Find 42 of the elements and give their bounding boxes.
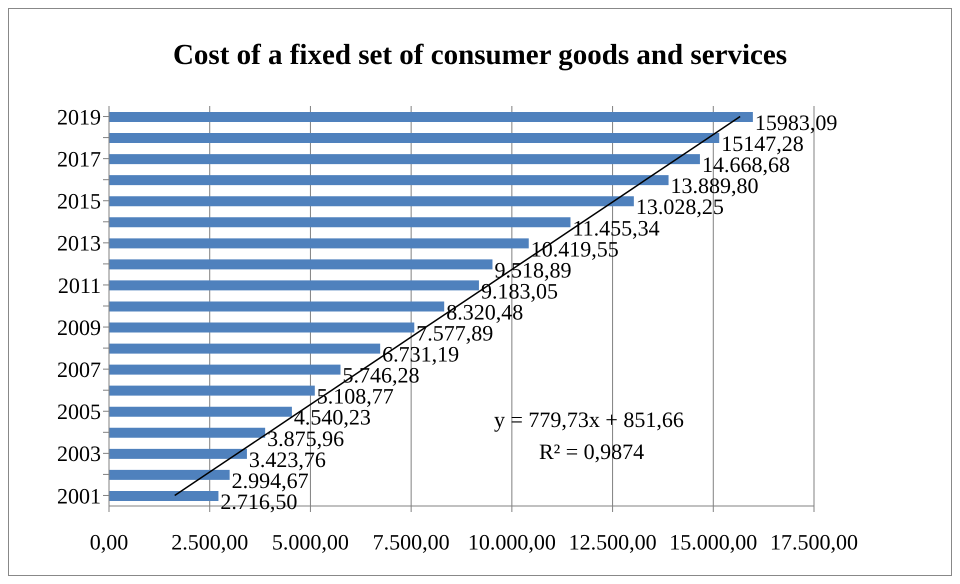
y-tick-label: 2013 [57,230,101,256]
data-label: 5.108,77 [316,384,394,409]
bar [109,133,720,144]
bar [109,175,669,186]
annotation: R² = 0,9874 [539,439,644,465]
y-tick-label: 2005 [57,399,101,424]
y-tick-label: 2001 [57,483,101,508]
y-tick-label: 2019 [57,104,101,130]
bar [109,280,479,290]
bar [109,364,340,375]
x-tick-label: 2.500,00 [171,530,248,555]
bar [109,217,570,228]
y-tick-label: 2007 [57,356,101,382]
bar [109,448,247,459]
x-tick-label: 7.500,00 [372,530,450,555]
bar [109,112,753,122]
y-tick-label: 2015 [57,188,101,214]
bar [109,406,292,417]
bar [109,428,266,438]
bar [109,344,380,354]
bar [109,196,634,206]
x-tick-label: 5.000,00 [272,530,349,555]
y-tick-label: 2003 [57,441,101,466]
chart-title: Cost of a fixed set of consumer goods and services [172,39,788,72]
bar [109,322,414,333]
annotation: y = 779,73x + 851,66 [494,407,684,433]
data-label: 3.875,96 [267,426,344,451]
bar [109,490,218,501]
bar [109,386,315,396]
bar [109,470,230,480]
y-tick-label: 2011 [58,272,101,298]
bar [109,259,492,270]
x-tick-label: 12.500,00 [568,530,657,555]
x-tick-label: 17.500,00 [770,530,858,555]
bar [109,238,529,248]
bar [109,301,444,312]
y-tick-label: 2017 [57,146,101,172]
x-tick-label: 10.000,00 [468,530,556,555]
x-tick-label: 0,00 [90,530,128,555]
y-tick-label: 2009 [57,314,101,340]
x-tick-label: 15.000,00 [669,530,758,555]
bar [109,154,700,164]
